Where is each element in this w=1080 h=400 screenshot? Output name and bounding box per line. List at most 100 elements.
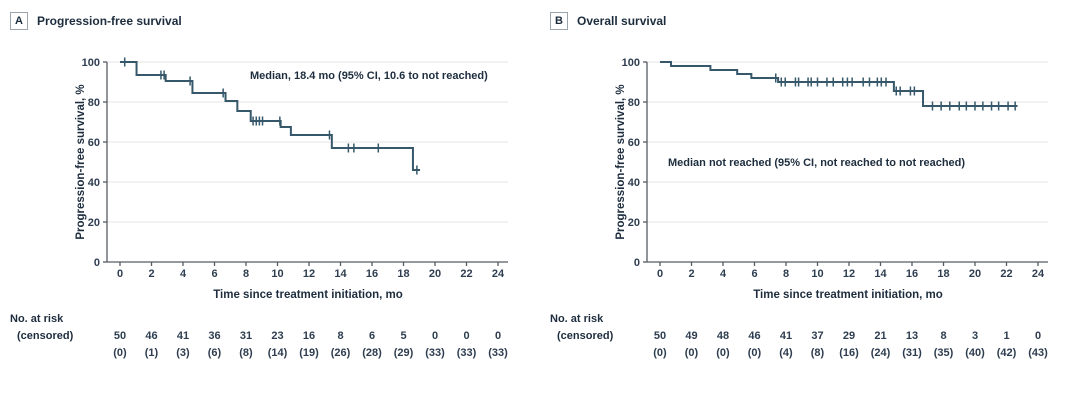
risk-censored-value: (8)	[239, 347, 253, 359]
y-tick-label: 100	[622, 57, 640, 69]
risk-censored-value: (4)	[779, 347, 793, 359]
x-tick-label: 24	[492, 268, 505, 280]
risk-censored-value: (0)	[716, 347, 730, 359]
x-tick-label: 20	[429, 268, 441, 280]
risk-censored-value: (0)	[685, 347, 699, 359]
risk-at-risk-value: 46	[748, 330, 760, 342]
risk-censored-value: (14)	[268, 347, 288, 359]
panel-letter-badge: B	[550, 12, 568, 30]
risk-at-risk-value: 1	[1003, 330, 1009, 342]
x-tick-label: 2	[688, 268, 694, 280]
risk-censored-value: (28)	[362, 347, 382, 359]
x-tick-label: 4	[720, 268, 727, 280]
x-tick-label: 0	[657, 268, 663, 280]
risk-at-risk-value: 21	[874, 330, 886, 342]
y-tick-label: 20	[628, 217, 640, 229]
risk-censored-value: (24)	[871, 347, 891, 359]
risk-censored-value: (35)	[934, 347, 954, 359]
risk-censored-value: (43)	[1028, 347, 1048, 359]
x-tick-label: 8	[783, 268, 789, 280]
risk-at-risk-value: 8	[940, 330, 946, 342]
x-tick-label: 18	[937, 268, 949, 280]
x-tick-label: 20	[969, 268, 981, 280]
risk-at-risk-value: 48	[717, 330, 729, 342]
risk-censored-value: (1)	[145, 347, 159, 359]
risk-censored-value: (26)	[331, 347, 351, 359]
x-tick-label: 2	[148, 268, 154, 280]
panel-letter-badge: A	[10, 12, 28, 30]
risk-censored-value: (0)	[653, 347, 667, 359]
x-tick-label: 14	[874, 268, 887, 280]
risk-censored-value: (40)	[965, 347, 985, 359]
panel-progression-free-survival: A Progression-free survival Progression-…	[10, 12, 508, 359]
y-tick-label: 80	[88, 97, 100, 109]
survival-curve	[120, 61, 421, 171]
y-tick-label: 80	[628, 97, 640, 109]
risk-at-risk-value: 50	[654, 330, 666, 342]
risk-at-risk-value: 8	[337, 330, 343, 342]
risk-at-risk-value: 46	[145, 330, 157, 342]
x-tick-label: 6	[211, 268, 217, 280]
risk-table-label: No. at risk	[550, 313, 604, 325]
risk-at-risk-value: 50	[114, 330, 126, 342]
risk-at-risk-value: 16	[303, 330, 315, 342]
x-axis-label: Time since treatment initiation, mo	[213, 289, 403, 301]
risk-table-censored-label: (censored)	[557, 330, 614, 342]
x-tick-label: 6	[751, 268, 757, 280]
y-tick-label: 0	[94, 257, 100, 269]
x-tick-label: 18	[397, 268, 409, 280]
risk-censored-value: (16)	[839, 347, 859, 359]
risk-censored-value: (42)	[997, 347, 1017, 359]
y-tick-label: 20	[88, 217, 100, 229]
risk-at-risk-value: 29	[843, 330, 855, 342]
risk-censored-value: (0)	[113, 347, 127, 359]
panel-title: Overall survival	[577, 14, 667, 28]
x-tick-label: 4	[180, 268, 187, 280]
risk-censored-value: (33)	[457, 347, 477, 359]
x-tick-label: 14	[334, 268, 347, 280]
y-tick-label: 60	[88, 137, 100, 149]
x-tick-label: 22	[1000, 268, 1012, 280]
risk-at-risk-value: 3	[972, 330, 978, 342]
x-tick-label: 0	[117, 268, 123, 280]
panel-overall-survival: B Overall survival Progression-free surv…	[540, 0, 1080, 400]
survival-curve	[660, 61, 1018, 107]
risk-censored-value: (19)	[299, 347, 319, 359]
median-annotation: Median not reached (95% CI, not reached …	[668, 157, 966, 169]
panel-title: Progression-free survival	[37, 14, 182, 28]
y-tick-label: 100	[82, 57, 100, 69]
risk-censored-value: (33)	[488, 347, 508, 359]
x-tick-label: 12	[843, 268, 855, 280]
risk-at-risk-value: 49	[685, 330, 697, 342]
risk-censored-value: (8)	[811, 347, 825, 359]
risk-table-censored-label: (censored)	[17, 330, 74, 342]
risk-at-risk-value: 23	[271, 330, 283, 342]
panel-header: B Overall survival	[550, 12, 666, 30]
y-tick-label: 40	[628, 177, 640, 189]
risk-at-risk-value: 13	[906, 330, 918, 342]
risk-at-risk-value: 5	[400, 330, 406, 342]
risk-censored-value: (33)	[425, 347, 445, 359]
risk-at-risk-value: 31	[240, 330, 252, 342]
y-tick-label: 40	[88, 177, 100, 189]
risk-at-risk-value: 36	[208, 330, 220, 342]
risk-censored-value: (3)	[176, 347, 190, 359]
x-axis-label: Time since treatment initiation, mo	[753, 289, 943, 301]
risk-at-risk-value: 0	[495, 330, 501, 342]
x-tick-label: 24	[1032, 268, 1045, 280]
median-annotation: Median, 18.4 mo (95% CI, 10.6 to not rea…	[250, 70, 488, 82]
y-tick-label: 60	[628, 137, 640, 149]
x-tick-label: 16	[366, 268, 378, 280]
risk-at-risk-value: 37	[811, 330, 823, 342]
panel-header: A Progression-free survival	[10, 12, 182, 30]
risk-at-risk-value: 6	[369, 330, 375, 342]
risk-at-risk-value: 0	[1035, 330, 1041, 342]
x-tick-label: 22	[460, 268, 472, 280]
risk-at-risk-value: 41	[177, 330, 189, 342]
risk-censored-value: (0)	[748, 347, 762, 359]
risk-at-risk-value: 41	[780, 330, 792, 342]
risk-censored-value: (29)	[394, 347, 414, 359]
risk-censored-value: (6)	[208, 347, 222, 359]
